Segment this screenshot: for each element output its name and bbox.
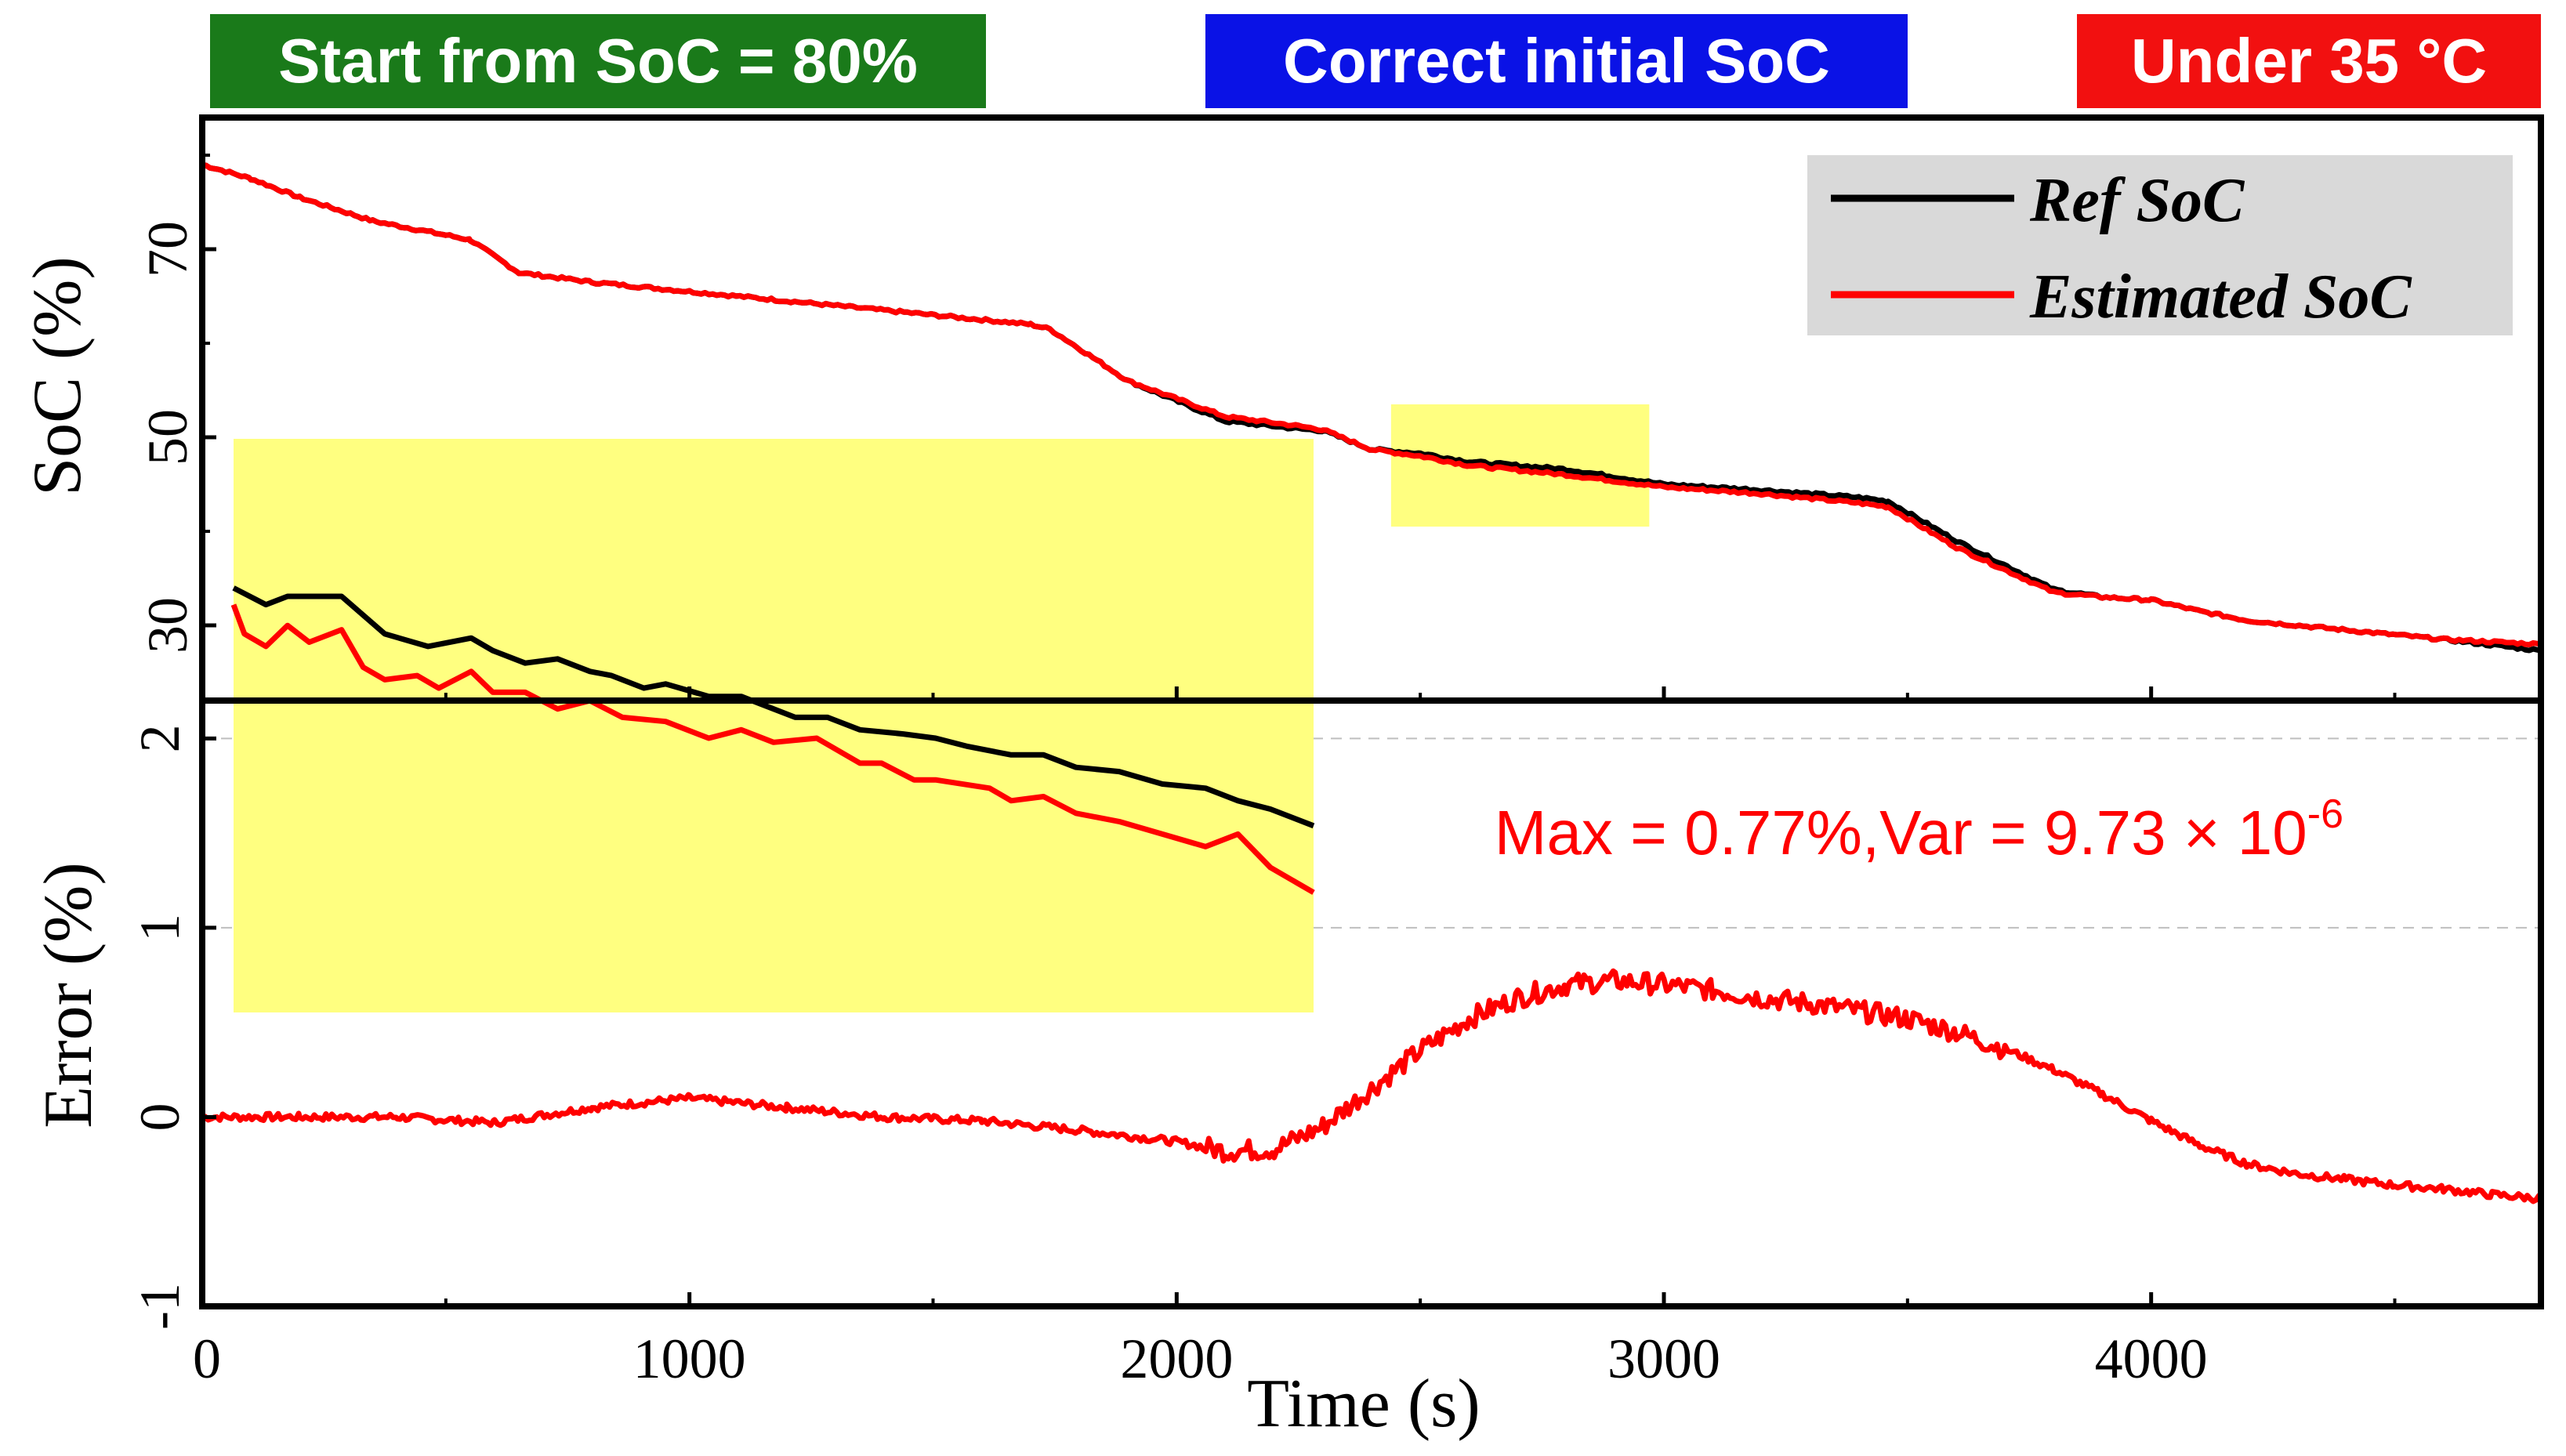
legend: Ref SoC Estimated SoC — [1807, 155, 2513, 335]
error-y-tick-label: -1 — [129, 1283, 191, 1330]
error-stats-exponent: -6 — [2307, 791, 2343, 837]
error-y-tick-label: 1 — [129, 914, 191, 942]
plot-frame — [199, 114, 2544, 1309]
legend-ref-label: Ref SoC — [2029, 166, 2245, 235]
inset-zoom-box — [234, 439, 1314, 1012]
soc-y-tick-label: 70 — [136, 221, 199, 277]
estimated-soc-line — [202, 161, 2541, 648]
error-stats-annotation: Max = 0.77%,Var = 9.73 × 10-6 — [1495, 791, 2343, 867]
x-tick-label: 1000 — [633, 1327, 746, 1390]
badge-start-soc: Start from SoC = 80% — [210, 14, 986, 108]
error-y-tick-label: 0 — [129, 1103, 191, 1131]
inset-estimated-soc-line — [230, 603, 1315, 895]
soc-y-tick-label: 30 — [136, 597, 199, 654]
x-tick-label: 2000 — [1120, 1327, 1233, 1390]
error-line — [202, 968, 2541, 1204]
error-y-tick-label: 2 — [129, 724, 191, 752]
error-stats-text: Max = 0.77%,Var = 9.73 × 10 — [1495, 798, 2307, 867]
legend-estimated-label: Estimated SoC — [2029, 263, 2412, 331]
y-axis-title-error: Error (%) — [31, 862, 107, 1128]
badge-temperature: Under 35 °C — [2077, 14, 2541, 108]
x-axis-title: Time (s) — [1247, 1366, 1480, 1442]
soc-y-tick-label: 50 — [136, 409, 199, 465]
y-axis-title-soc: SoC (%) — [20, 256, 96, 496]
legend-box — [1807, 155, 2513, 335]
badge-correct-initial-soc: Correct initial SoC — [1205, 14, 1908, 108]
x-tick-label: 3000 — [1607, 1327, 1720, 1390]
x-tick-label: 4000 — [2095, 1327, 2208, 1390]
x-tick-label: 0 — [193, 1327, 221, 1390]
